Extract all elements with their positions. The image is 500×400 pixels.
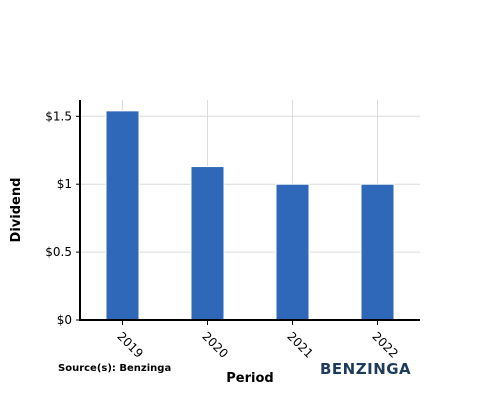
x-axis-title: Period [226,371,273,386]
bar-2022 [360,183,395,321]
y-axis-title: Dividend [9,178,24,243]
x-tick-labels: 2019 2020 2021 2022 [114,329,400,360]
source-note: Source(s): Benzinga [58,363,172,374]
bars [105,110,395,321]
y-tick-label: $1.5 [45,109,72,123]
x-tick-label: 2021 [284,329,315,360]
y-tick-label: $0 [57,313,72,327]
benzinga-logo: BENZINGA [320,360,412,378]
axes [76,100,420,325]
bar-2020 [190,166,225,321]
x-tick-label: 2019 [114,329,145,360]
y-tick-labels: $0 $0.5 $1 $1.5 [45,109,72,327]
x-tick-label: 2020 [199,329,230,360]
bar-2019 [105,110,140,321]
y-tick-label: $1 [57,177,72,191]
bar-2021 [275,183,310,321]
x-tick-label: 2022 [369,329,400,360]
y-tick-label: $0.5 [45,245,72,259]
